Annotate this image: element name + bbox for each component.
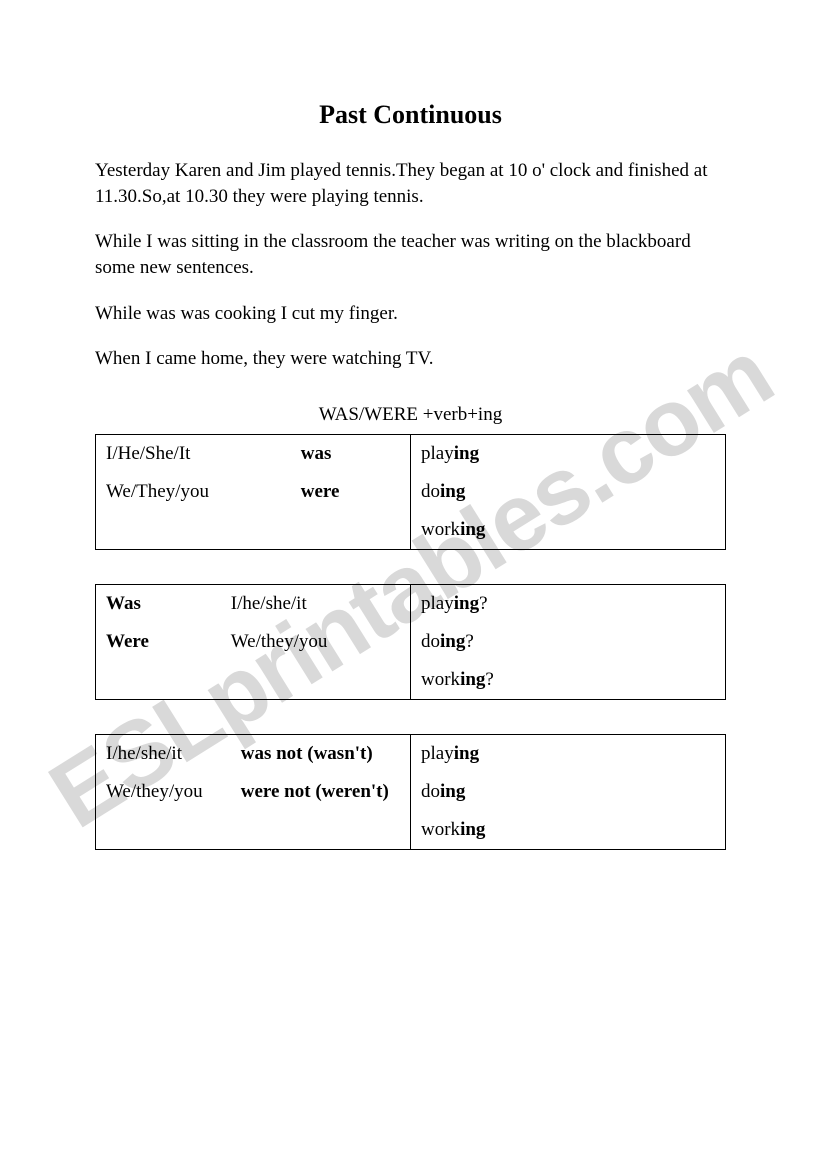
question-mark: ? <box>479 593 487 614</box>
verb-stem: work <box>421 519 460 540</box>
paragraph-1: Yesterday Karen and Jim played tennis.Th… <box>95 158 726 209</box>
aux-was-not: was not (wasn't) <box>241 743 373 765</box>
verb-suffix: ing <box>454 443 479 464</box>
cell-verb-ing: playing doing working <box>411 734 726 849</box>
cell-verb-ing: playing doing working <box>411 434 726 549</box>
aux-was: Was <box>106 593 226 615</box>
subject-text: We/They/you <box>106 481 296 503</box>
verb-stem: do <box>421 781 440 802</box>
cell-verb-ing-q: playing? doing? working? <box>411 584 726 699</box>
aux-were-not: were not (weren't) <box>241 781 389 803</box>
cell-subject-aux: I/He/She/It was We/They/you were <box>96 434 411 549</box>
aux-were: Were <box>106 631 226 653</box>
verb-suffix: ing <box>460 519 485 540</box>
verb-suffix: ing <box>454 743 479 764</box>
verb-stem: do <box>421 481 440 502</box>
question-mark: ? <box>465 631 473 652</box>
paragraph-4: When I came home, they were watching TV. <box>95 346 726 372</box>
verb-stem: play <box>421 593 454 614</box>
table-negative: I/he/she/it was not (wasn't) We/they/you… <box>95 734 726 850</box>
verb-suffix: ing <box>454 593 479 614</box>
verb-suffix: ing <box>440 631 465 652</box>
table-question: Was I/he/she/it Were We/they/you playing… <box>95 584 726 700</box>
aux-was: was <box>301 443 332 465</box>
table-row: Was I/he/she/it Were We/they/you playing… <box>96 584 726 699</box>
subject-text: I/He/She/It <box>106 443 296 465</box>
verb-suffix: ing <box>440 481 465 502</box>
table-row: I/He/She/It was We/They/you were playing… <box>96 434 726 549</box>
formula-heading: WAS/WERE +verb+ing <box>95 404 726 426</box>
verb-stem: do <box>421 631 440 652</box>
verb-suffix: ing <box>440 781 465 802</box>
cell-subject-neg: I/he/she/it was not (wasn't) We/they/you… <box>96 734 411 849</box>
subject-text: I/he/she/it <box>231 593 307 615</box>
aux-were: were <box>301 481 340 503</box>
table-affirmative: I/He/She/It was We/They/you were playing… <box>95 434 726 550</box>
verb-stem: play <box>421 743 454 764</box>
subject-text: We/they/you <box>106 781 236 803</box>
verb-stem: work <box>421 669 460 690</box>
verb-stem: play <box>421 443 454 464</box>
verb-suffix: ing <box>460 669 485 690</box>
verb-stem: work <box>421 819 460 840</box>
cell-aux-subject: Was I/he/she/it Were We/they/you <box>96 584 411 699</box>
table-row: I/he/she/it was not (wasn't) We/they/you… <box>96 734 726 849</box>
page-title: Past Continuous <box>95 100 726 130</box>
subject-text: We/they/you <box>231 631 328 653</box>
subject-text: I/he/she/it <box>106 743 236 765</box>
paragraph-3: While was was cooking I cut my finger. <box>95 301 726 327</box>
verb-suffix: ing <box>460 819 485 840</box>
document-page: Past Continuous Yesterday Karen and Jim … <box>0 0 821 850</box>
question-mark: ? <box>485 669 493 690</box>
paragraph-2: While I was sitting in the classroom the… <box>95 229 726 280</box>
